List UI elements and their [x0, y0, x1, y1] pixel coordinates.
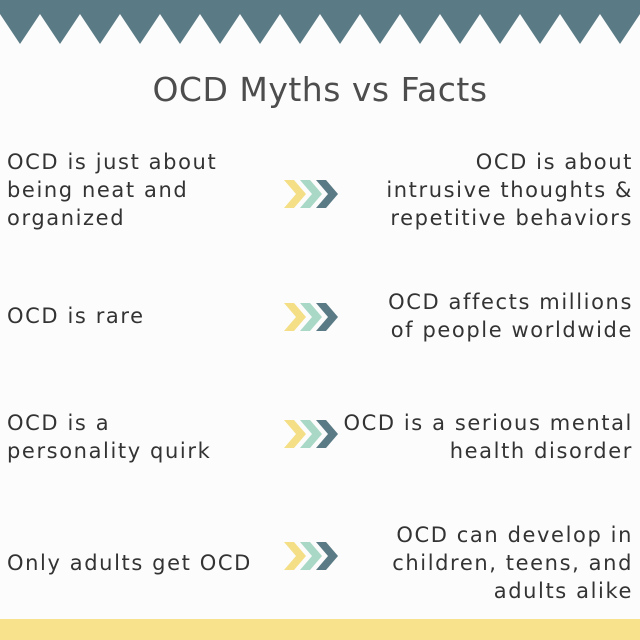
myth-fact-row: OCD is rare OCD affects millions of peop… — [0, 286, 640, 346]
fact-text: OCD is about intrusive thoughts & repeti… — [386, 150, 633, 230]
myth-fact-row: OCD is a personality quirk OCD is a seri… — [0, 407, 640, 467]
zigzag-banner — [0, 0, 640, 44]
myth-text: OCD is just about being neat and organiz… — [7, 150, 218, 230]
myth-text: OCD is a personality quirk — [7, 411, 212, 463]
fact-text: OCD is a serious mental health disorder — [343, 411, 633, 463]
triple-chevron-right-icon — [284, 420, 338, 448]
fact-text: OCD affects millions of people worldwide — [388, 290, 633, 342]
myth-fact-row: OCD is just about being neat and organiz… — [0, 146, 640, 234]
myth-text: Only adults get OCD — [7, 551, 252, 575]
page-title: OCD Myths vs Facts — [152, 70, 488, 109]
triple-chevron-right-icon — [284, 303, 338, 331]
fact-text: OCD can develop in children, teens, and … — [392, 523, 633, 603]
myth-text: OCD is rare — [7, 304, 145, 328]
footer-bar — [0, 619, 640, 640]
myth-fact-row: Only adults get OCD OCD can develop in c… — [0, 519, 640, 607]
triple-chevron-right-icon — [284, 180, 338, 208]
triple-chevron-right-icon — [284, 542, 338, 570]
